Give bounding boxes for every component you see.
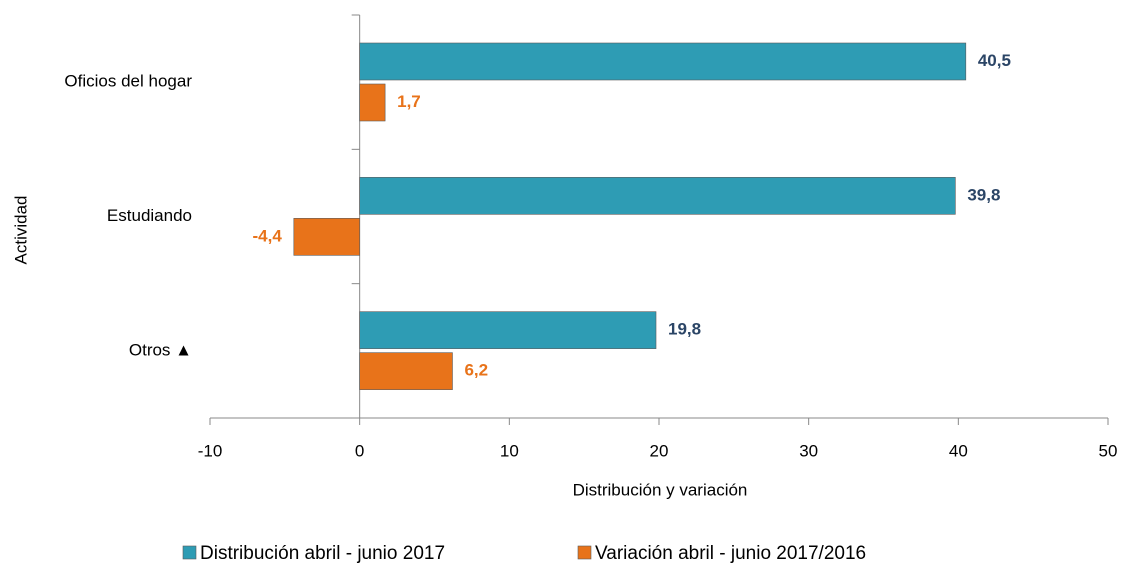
x-tick-label: 40 [949, 441, 968, 460]
x-tick-label: 10 [500, 441, 519, 460]
value-label: 40,5 [978, 51, 1011, 70]
legend-label: Distribución abril - junio 2017 [200, 543, 445, 564]
x-tick-label: 50 [1099, 441, 1118, 460]
bar [293, 218, 360, 256]
x-axis-label: Distribución y variación [573, 480, 748, 499]
x-tick-label: 30 [799, 441, 818, 460]
legend-swatch [577, 545, 592, 560]
value-label: 39,8 [967, 185, 1000, 204]
x-tick-label: -10 [198, 441, 223, 460]
bar [359, 42, 967, 81]
value-label: 6,2 [464, 361, 488, 380]
bar [359, 83, 386, 122]
legend-label: Variación abril - junio 2017/2016 [595, 543, 866, 564]
legend-swatch [182, 545, 197, 560]
y-tick-label: Oficios del hogar [64, 72, 192, 91]
x-tick-label: 0 [355, 441, 364, 460]
bar [359, 311, 657, 349]
value-label: 1,7 [397, 92, 421, 111]
y-axis-label: Actividad [11, 196, 30, 265]
bar [359, 177, 956, 215]
x-tick-label: 20 [650, 441, 669, 460]
y-tick-label: Otros ▲ [129, 340, 192, 359]
value-label: -4,4 [253, 226, 283, 245]
y-tick-label: Estudiando [107, 206, 192, 225]
value-label: 19,8 [668, 320, 701, 339]
bar [359, 352, 453, 390]
